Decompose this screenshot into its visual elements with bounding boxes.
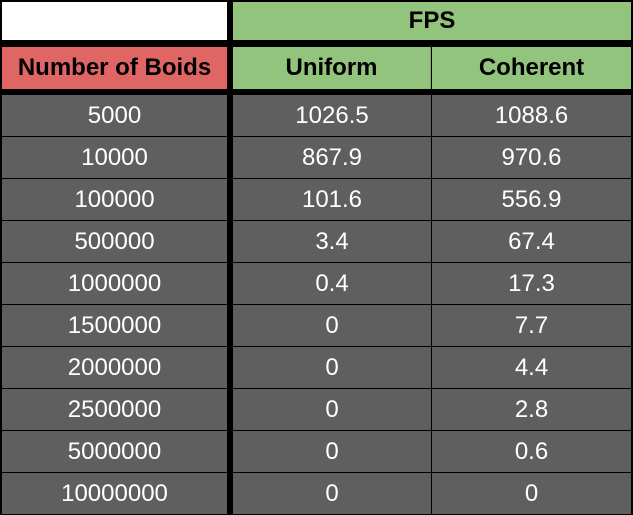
header-number-of-boids: Number of Boids — [2, 47, 227, 89]
boids-count-cell: 1500000 — [2, 305, 227, 346]
header-uniform: Uniform — [233, 47, 431, 89]
coherent-fps-cell: 4.4 — [432, 347, 631, 388]
uniform-fps-cell: 0 — [233, 305, 431, 346]
uniform-fps-cell: 101.6 — [233, 179, 431, 220]
boids-count-cell: 2000000 — [2, 347, 227, 388]
coherent-fps-cell: 1088.6 — [432, 95, 631, 136]
uniform-fps-cell: 0 — [233, 389, 431, 430]
uniform-fps-cell: 867.9 — [233, 137, 431, 178]
boids-count-cell: 100000 — [2, 179, 227, 220]
blank-corner-cell — [2, 2, 227, 40]
boids-count-cell: 10000000 — [2, 473, 227, 514]
uniform-fps-cell: 3.4 — [233, 221, 431, 262]
coherent-fps-cell: 0.6 — [432, 431, 631, 472]
coherent-fps-cell: 17.3 — [432, 263, 631, 304]
uniform-fps-cell: 0 — [233, 473, 431, 514]
coherent-fps-cell: 0 — [432, 473, 631, 514]
boids-count-cell: 10000 — [2, 137, 227, 178]
uniform-fps-cell: 0.4 — [233, 263, 431, 304]
coherent-fps-cell: 556.9 — [432, 179, 631, 220]
boids-count-cell: 5000000 — [2, 431, 227, 472]
fps-group-header: FPS — [233, 2, 631, 40]
boids-count-cell: 1000000 — [2, 263, 227, 304]
header-coherent: Coherent — [432, 47, 631, 89]
boids-count-cell: 5000 — [2, 95, 227, 136]
coherent-fps-cell: 970.6 — [432, 137, 631, 178]
coherent-fps-cell: 7.7 — [432, 305, 631, 346]
uniform-fps-cell: 1026.5 — [233, 95, 431, 136]
coherent-fps-cell: 67.4 — [432, 221, 631, 262]
boids-count-cell: 2500000 — [2, 389, 227, 430]
boids-count-cell: 500000 — [2, 221, 227, 262]
coherent-fps-cell: 2.8 — [432, 389, 631, 430]
uniform-fps-cell: 0 — [233, 347, 431, 388]
uniform-fps-cell: 0 — [233, 431, 431, 472]
